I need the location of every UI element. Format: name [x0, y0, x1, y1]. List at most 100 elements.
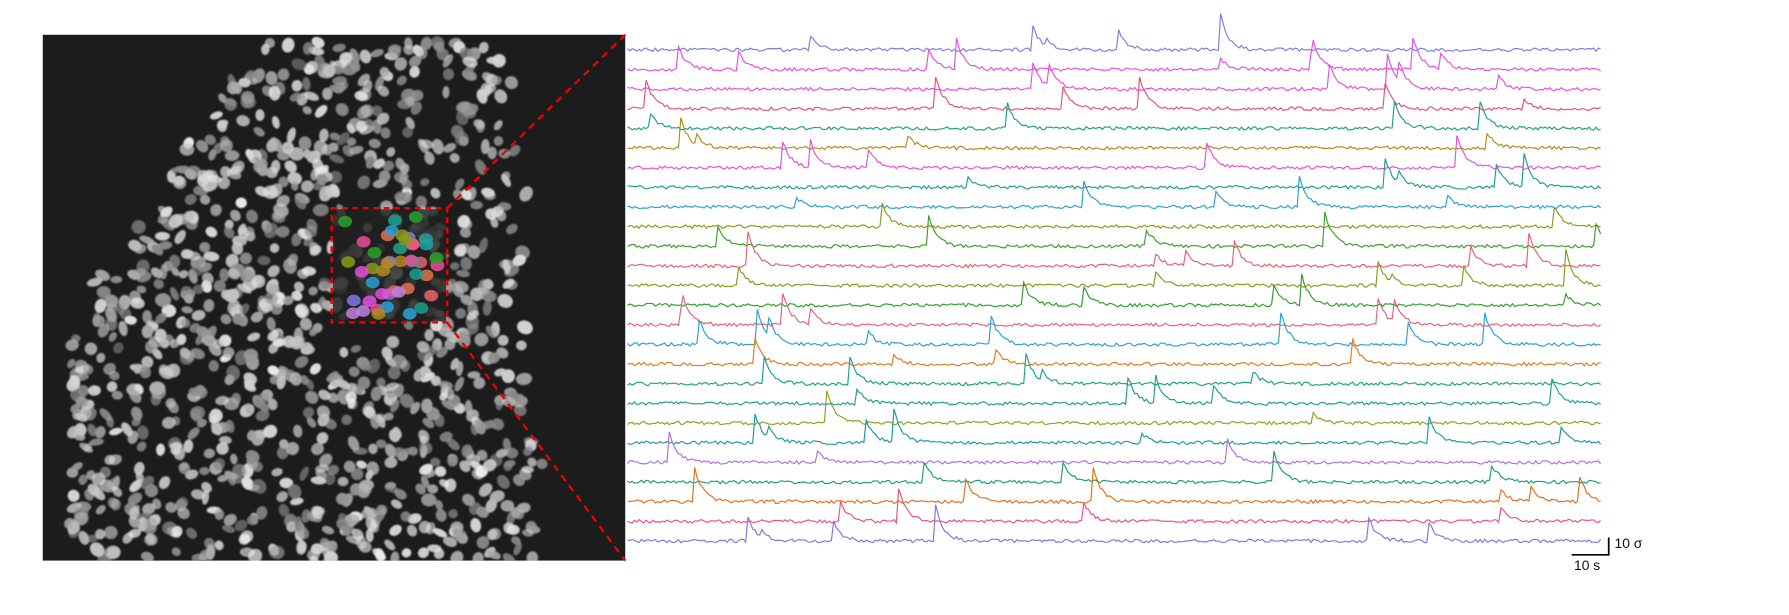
roi-cell — [404, 254, 419, 267]
trace — [627, 273, 1602, 308]
cell — [378, 170, 391, 183]
cell — [140, 551, 154, 561]
cell — [305, 390, 319, 404]
cell — [354, 90, 368, 102]
cell — [171, 267, 180, 277]
cell — [296, 540, 307, 554]
roi-cell — [424, 289, 439, 302]
cell — [399, 393, 415, 408]
cell — [217, 119, 229, 128]
cell — [140, 475, 155, 490]
cell — [482, 300, 492, 316]
cell — [496, 474, 510, 489]
cell — [109, 427, 123, 436]
cell — [192, 284, 204, 294]
cell — [350, 345, 362, 353]
roi-cell — [393, 242, 407, 255]
cell — [118, 320, 128, 337]
cell — [359, 49, 372, 64]
cell — [246, 429, 257, 441]
cell — [239, 269, 254, 283]
cell — [419, 463, 433, 475]
cell — [279, 477, 294, 489]
cell — [396, 75, 407, 86]
cell — [239, 252, 252, 265]
cell — [255, 409, 270, 422]
cell — [184, 168, 197, 180]
cell — [489, 527, 502, 540]
cell — [104, 294, 119, 309]
cell — [420, 178, 430, 187]
cell — [201, 272, 214, 285]
scale-bar-lines — [1571, 537, 1610, 556]
cell — [305, 378, 315, 390]
cell — [171, 525, 183, 538]
cell — [267, 365, 279, 376]
cell — [287, 484, 302, 500]
cell — [358, 479, 374, 492]
cell — [367, 358, 381, 374]
zoom-line — [446, 33, 627, 209]
cell — [173, 445, 186, 461]
cell — [302, 406, 315, 418]
cell — [316, 432, 329, 445]
cell — [181, 306, 193, 314]
cell — [104, 525, 118, 540]
cell — [204, 134, 216, 146]
cell — [289, 371, 302, 386]
cell — [269, 243, 280, 253]
cell — [500, 500, 515, 512]
cell — [196, 139, 209, 153]
cell — [382, 160, 395, 172]
cell — [386, 147, 396, 157]
cell — [443, 386, 455, 400]
cell — [389, 524, 402, 536]
cell — [136, 425, 149, 440]
cell — [527, 457, 537, 467]
cell — [298, 136, 312, 151]
cell — [536, 458, 548, 470]
cell — [286, 521, 297, 533]
cell — [271, 467, 283, 477]
cell — [421, 493, 437, 507]
cell — [348, 366, 360, 377]
cell — [325, 183, 339, 198]
roi-cell — [338, 215, 353, 228]
cell — [497, 334, 509, 346]
cell — [258, 392, 270, 404]
cell — [436, 346, 448, 358]
cell — [302, 77, 311, 91]
cell — [373, 158, 385, 169]
cell — [383, 382, 399, 392]
cell — [266, 317, 276, 331]
cell — [79, 442, 93, 453]
cell — [420, 475, 430, 488]
cell — [402, 126, 414, 138]
cell — [202, 179, 218, 192]
cell — [227, 299, 240, 315]
cell — [278, 176, 289, 188]
cell — [240, 91, 255, 104]
trace — [627, 467, 1601, 505]
cell — [236, 115, 250, 127]
cell — [323, 551, 338, 561]
cell — [238, 77, 251, 88]
cell — [365, 470, 374, 481]
roi-cell — [429, 252, 444, 264]
cell — [364, 118, 374, 127]
cell — [495, 399, 504, 411]
cell — [350, 467, 364, 481]
cell — [461, 189, 472, 201]
cell — [272, 338, 286, 347]
cell — [267, 330, 279, 341]
cell — [83, 363, 94, 375]
cell — [513, 542, 522, 556]
cell — [491, 75, 502, 86]
cell — [278, 503, 290, 517]
cell — [85, 407, 97, 421]
cell — [159, 339, 170, 349]
cell — [158, 476, 171, 489]
cell — [467, 371, 481, 379]
cell — [289, 147, 305, 161]
cell — [365, 156, 376, 169]
